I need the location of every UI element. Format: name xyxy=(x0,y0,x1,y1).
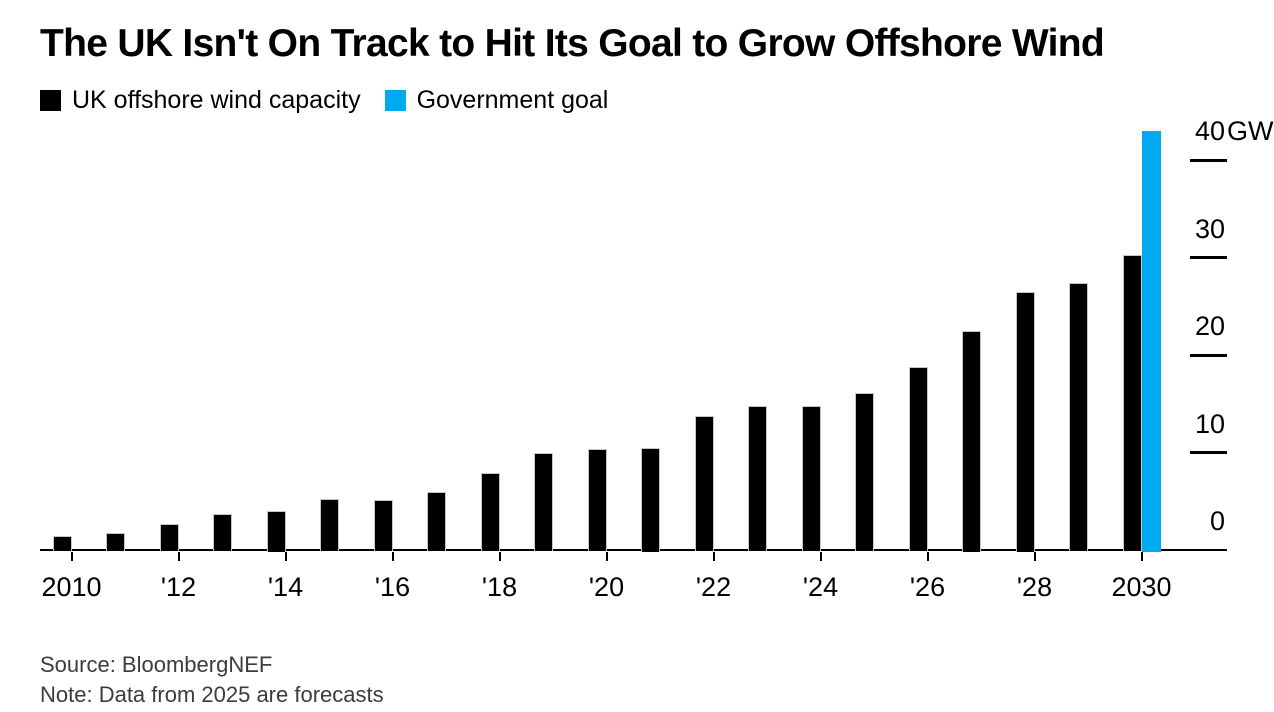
y-tick-label-10: 10 xyxy=(1194,408,1225,439)
bar-2023 xyxy=(748,405,767,552)
x-tick-2026 xyxy=(926,551,929,561)
bar-2012 xyxy=(159,523,179,552)
x-tick-2020 xyxy=(605,551,608,561)
y-tick-dash-10 xyxy=(1190,451,1227,454)
x-axis-line xyxy=(40,548,1227,551)
bar-2016 xyxy=(373,500,393,552)
bar-2022 xyxy=(694,416,714,552)
x-tick-2030 xyxy=(1140,551,1143,561)
bar-2019 xyxy=(534,453,553,552)
legend: UK offshore wind capacity Government goa… xyxy=(40,86,608,115)
note-text: Note: Data from 2025 are forecasts xyxy=(40,682,384,707)
x-tick-label-2016: '16 xyxy=(374,572,411,602)
legend-item-goal: Government goal xyxy=(384,86,609,115)
x-tick-2022 xyxy=(712,551,715,561)
x-tick-2028 xyxy=(1033,551,1036,561)
y-tick-label-0: 0 xyxy=(1209,506,1225,536)
legend-label-goal: Government goal xyxy=(416,86,609,114)
y-tick-label-20: 20 xyxy=(1194,311,1225,341)
chart-title: The UK Isn't On Track to Hit Its Goal to… xyxy=(40,22,1105,65)
capacity-swatch-icon xyxy=(40,90,61,111)
bar-2029 xyxy=(1069,282,1088,552)
y-tick-dash-40 xyxy=(1190,158,1227,162)
bar-2010 xyxy=(52,536,72,552)
x-tick-2016 xyxy=(391,551,394,561)
x-tick-label-2012: '12 xyxy=(160,572,197,602)
source-text: Source: BloombergNEF xyxy=(40,652,273,677)
bar-2017 xyxy=(427,492,446,552)
goal-bar-2030 xyxy=(1141,130,1161,552)
y-tick-label-40: 40 GW xyxy=(1194,116,1274,146)
bar-2021 xyxy=(641,447,660,552)
y-axis-unit: GW xyxy=(1227,116,1274,146)
y-tick-dash-20 xyxy=(1190,353,1227,357)
bar-2026 xyxy=(908,366,928,552)
x-tick-label-2024: '24 xyxy=(802,572,839,602)
bar-2014 xyxy=(266,511,286,552)
bar-2030 xyxy=(1122,254,1142,552)
bar-2013 xyxy=(213,513,232,552)
x-tick-2010 xyxy=(70,551,73,561)
goal-swatch-icon xyxy=(384,90,406,111)
x-tick-label-2020: '20 xyxy=(588,572,625,602)
bar-2018 xyxy=(480,472,500,552)
bar-2020 xyxy=(587,448,607,552)
bar-2024 xyxy=(801,405,821,552)
y-tick-label-30: 30 xyxy=(1194,213,1225,244)
source-note: Source: BloombergNEF Note: Data from 202… xyxy=(40,650,384,710)
bar-2015 xyxy=(320,499,339,552)
x-tick-label-2026: '26 xyxy=(909,572,946,602)
bar-2028 xyxy=(1015,291,1035,552)
x-tick-label-2022: '22 xyxy=(695,572,732,602)
x-tick-2024 xyxy=(819,551,822,561)
x-tick-label-2028: '28 xyxy=(1016,572,1053,602)
bar-2011 xyxy=(106,533,125,552)
x-tick-label-2030: 2030 xyxy=(1111,572,1172,602)
x-tick-label-2014: '14 xyxy=(267,572,304,602)
bar-2025 xyxy=(855,393,874,552)
x-tick-label-2010: 2010 xyxy=(41,572,102,602)
x-tick-2012 xyxy=(177,551,180,561)
x-tick-2014 xyxy=(284,551,287,561)
bar-2027 xyxy=(962,330,981,552)
legend-item-capacity: UK offshore wind capacity xyxy=(40,86,361,115)
x-tick-label-2018: '18 xyxy=(481,572,518,602)
y-tick-dash-30 xyxy=(1190,256,1227,259)
legend-label-capacity: UK offshore wind capacity xyxy=(72,86,361,114)
x-tick-2018 xyxy=(498,551,501,561)
